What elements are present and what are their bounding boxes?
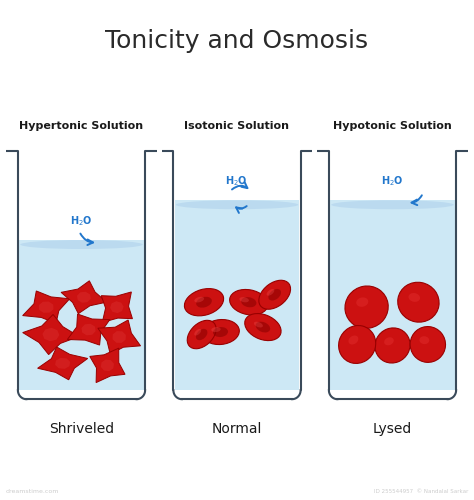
- Polygon shape: [23, 291, 70, 324]
- Polygon shape: [37, 347, 88, 380]
- Polygon shape: [19, 240, 144, 390]
- Ellipse shape: [375, 328, 410, 363]
- Ellipse shape: [409, 293, 420, 302]
- Ellipse shape: [241, 297, 256, 308]
- Polygon shape: [23, 314, 79, 354]
- Text: Hypotonic Solution: Hypotonic Solution: [333, 120, 452, 130]
- Polygon shape: [101, 292, 132, 322]
- Ellipse shape: [384, 338, 394, 345]
- Ellipse shape: [20, 240, 143, 249]
- Ellipse shape: [229, 290, 268, 315]
- Ellipse shape: [254, 322, 263, 328]
- Ellipse shape: [194, 329, 201, 336]
- Text: Lysed: Lysed: [373, 422, 412, 436]
- Ellipse shape: [213, 327, 228, 337]
- Ellipse shape: [245, 314, 281, 340]
- Polygon shape: [67, 314, 110, 345]
- Text: H$_2$O: H$_2$O: [381, 174, 403, 188]
- Ellipse shape: [268, 289, 281, 300]
- Polygon shape: [101, 360, 114, 371]
- Ellipse shape: [331, 200, 454, 209]
- Polygon shape: [61, 281, 107, 314]
- Text: Tonicity and Osmosis: Tonicity and Osmosis: [105, 29, 369, 53]
- Ellipse shape: [239, 297, 249, 302]
- Ellipse shape: [187, 320, 216, 348]
- Polygon shape: [175, 200, 299, 390]
- Ellipse shape: [194, 297, 204, 302]
- Polygon shape: [98, 320, 141, 354]
- Ellipse shape: [184, 288, 224, 316]
- Ellipse shape: [345, 286, 388, 329]
- Polygon shape: [42, 328, 59, 341]
- Ellipse shape: [410, 326, 446, 362]
- Polygon shape: [110, 301, 124, 313]
- Polygon shape: [90, 348, 125, 382]
- Text: H$_2$O: H$_2$O: [70, 214, 92, 228]
- Polygon shape: [39, 302, 54, 313]
- Ellipse shape: [202, 320, 239, 344]
- Polygon shape: [82, 324, 96, 336]
- Polygon shape: [330, 200, 455, 390]
- Text: Normal: Normal: [212, 422, 262, 436]
- Text: dreamstime.com: dreamstime.com: [6, 488, 59, 494]
- Polygon shape: [77, 292, 91, 302]
- Text: H$_2$O: H$_2$O: [225, 174, 248, 188]
- Ellipse shape: [348, 336, 358, 344]
- Text: Isotonic Solution: Isotonic Solution: [184, 120, 290, 130]
- Ellipse shape: [176, 200, 298, 209]
- Ellipse shape: [255, 322, 270, 332]
- Ellipse shape: [259, 280, 291, 309]
- Text: Hypertonic Solution: Hypertonic Solution: [19, 120, 144, 130]
- Ellipse shape: [398, 282, 439, 322]
- Ellipse shape: [196, 297, 212, 308]
- Polygon shape: [112, 331, 126, 343]
- Polygon shape: [55, 358, 70, 369]
- Ellipse shape: [419, 336, 429, 344]
- Ellipse shape: [266, 289, 274, 296]
- Ellipse shape: [338, 326, 376, 364]
- Ellipse shape: [356, 298, 368, 307]
- Text: ID 255544957  © Nandalal Sarkar: ID 255544957 © Nandalal Sarkar: [374, 488, 468, 494]
- Ellipse shape: [196, 329, 208, 340]
- Ellipse shape: [211, 327, 221, 332]
- Text: Shriveled: Shriveled: [49, 422, 114, 436]
